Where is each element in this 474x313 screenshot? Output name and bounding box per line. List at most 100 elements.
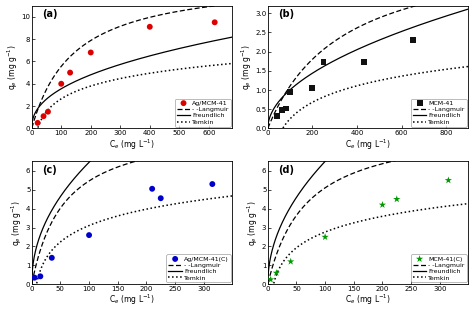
MCM-41 xyxy=(360,60,367,65)
Ag/MCM-41 xyxy=(40,114,47,119)
Temkin xyxy=(64,235,70,239)
Temkin xyxy=(163,203,169,207)
X-axis label: C$_e$ (mg L$^{-1}$): C$_e$ (mg L$^{-1}$) xyxy=(109,293,155,307)
Line: Freundlich: Freundlich xyxy=(32,63,232,275)
Freundlich xyxy=(383,36,389,39)
Y-axis label: q$_e$ (mg g$^{-1}$): q$_e$ (mg g$^{-1}$) xyxy=(239,44,254,90)
- -Langmuir xyxy=(317,190,322,194)
Y-axis label: q$_e$ (mg g$^{-1}$): q$_e$ (mg g$^{-1}$) xyxy=(246,200,261,246)
Freundlich xyxy=(301,185,306,189)
MCM-41(C) xyxy=(379,202,386,207)
Line: - -Langmuir: - -Langmuir xyxy=(32,4,232,128)
- -Langmuir xyxy=(416,154,422,158)
Freundlich xyxy=(81,76,86,80)
Freundlich xyxy=(465,7,471,11)
Y-axis label: q$_e$ (mg g$^{-1}$): q$_e$ (mg g$^{-1}$) xyxy=(10,200,25,246)
Freundlich xyxy=(147,54,153,58)
- -Langmuir xyxy=(147,15,153,19)
Temkin xyxy=(465,202,471,206)
Freundlich xyxy=(399,95,405,98)
Temkin xyxy=(383,77,389,81)
Ag/MCM-41 xyxy=(66,70,74,75)
Temkin xyxy=(81,226,86,230)
Temkin xyxy=(163,69,168,73)
Ag/MCM-41(C) xyxy=(48,255,55,260)
Freundlich xyxy=(29,123,35,126)
MCM-41(C) xyxy=(445,178,452,183)
Ag/MCM-41(C) xyxy=(36,274,44,279)
Text: (b): (b) xyxy=(278,9,294,19)
- -Langmuir xyxy=(399,8,404,12)
MCM-41 xyxy=(282,106,290,111)
Freundlich xyxy=(180,89,186,93)
Temkin xyxy=(399,74,404,78)
Temkin xyxy=(180,201,186,204)
Freundlich xyxy=(465,53,471,56)
Temkin xyxy=(301,241,306,245)
Freundlich xyxy=(180,46,185,49)
- -Langmuir xyxy=(399,157,405,161)
Temkin xyxy=(317,233,322,236)
Temkin xyxy=(399,211,405,215)
- -Langmuir xyxy=(383,13,389,17)
- -Langmuir xyxy=(120,163,126,167)
- -Langmuir xyxy=(64,198,70,201)
Temkin xyxy=(229,62,235,65)
Ag/MCM-41 xyxy=(44,109,52,114)
Freundlich xyxy=(147,110,153,114)
Line: Temkin: Temkin xyxy=(274,204,468,283)
Freundlich xyxy=(416,23,421,27)
Ag/MCM-41 xyxy=(34,121,41,126)
Ag/MCM-41(C) xyxy=(31,275,38,280)
Freundlich xyxy=(64,84,70,87)
Line: Freundlich: Freundlich xyxy=(268,9,468,126)
Ag/MCM-41(C) xyxy=(148,186,156,191)
- -Langmuir xyxy=(265,126,271,130)
Line: Temkin: Temkin xyxy=(36,196,232,283)
Freundlich xyxy=(265,274,271,277)
- -Langmuir xyxy=(317,51,322,55)
- -Langmuir xyxy=(229,144,235,147)
Temkin xyxy=(465,64,471,68)
Temkin xyxy=(120,213,126,217)
Freundlich xyxy=(229,61,235,65)
MCM-41 xyxy=(286,90,294,95)
- -Langmuir xyxy=(29,126,35,130)
Freundlich xyxy=(163,100,169,103)
Freundlich xyxy=(356,128,362,131)
Temkin xyxy=(229,194,235,198)
Freundlich xyxy=(119,62,125,66)
Temkin xyxy=(301,106,306,110)
Line: - -Langmuir: - -Langmuir xyxy=(268,149,468,283)
MCM-41 xyxy=(320,60,328,65)
- -Langmuir xyxy=(147,156,153,160)
Ag/MCM-41 xyxy=(57,81,65,86)
Line: - -Langmuir: - -Langmuir xyxy=(268,0,468,128)
MCM-41(C) xyxy=(273,270,280,275)
Legend: MCM-41, - -Langmuir, Freundlich, Temkin: MCM-41, - -Langmuir, Freundlich, Temkin xyxy=(411,99,466,126)
- -Langmuir xyxy=(301,67,306,71)
Freundlich xyxy=(163,50,168,54)
- -Langmuir xyxy=(383,161,389,165)
Y-axis label: q$_e$ (mg g$^{-1}$): q$_e$ (mg g$^{-1}$) xyxy=(6,44,20,90)
Temkin xyxy=(416,71,421,75)
- -Langmuir xyxy=(119,23,125,27)
Ag/MCM-41(C) xyxy=(209,182,216,187)
MCM-41 xyxy=(273,114,281,119)
Freundlich xyxy=(416,83,422,87)
- -Langmuir xyxy=(163,12,168,16)
- -Langmuir xyxy=(465,147,471,151)
- -Langmuir xyxy=(64,58,70,61)
Freundlich xyxy=(399,29,404,33)
- -Langmuir xyxy=(163,152,169,156)
Legend: Ag/MCM-41(C), - -Langmuir, Freundlich, Temkin: Ag/MCM-41(C), - -Langmuir, Freundlich, T… xyxy=(166,254,230,282)
- -Langmuir xyxy=(301,205,306,208)
Temkin xyxy=(383,214,389,218)
Legend: MCM-41(C), - -Langmuir, Freundlich, Temkin: MCM-41(C), - -Langmuir, Freundlich, Temk… xyxy=(411,254,466,282)
Temkin xyxy=(81,87,86,90)
MCM-41(C) xyxy=(393,197,401,202)
Line: Freundlich: Freundlich xyxy=(268,54,468,275)
Temkin xyxy=(64,94,70,97)
Ag/MCM-41 xyxy=(87,50,94,55)
Freundlich xyxy=(301,77,306,81)
